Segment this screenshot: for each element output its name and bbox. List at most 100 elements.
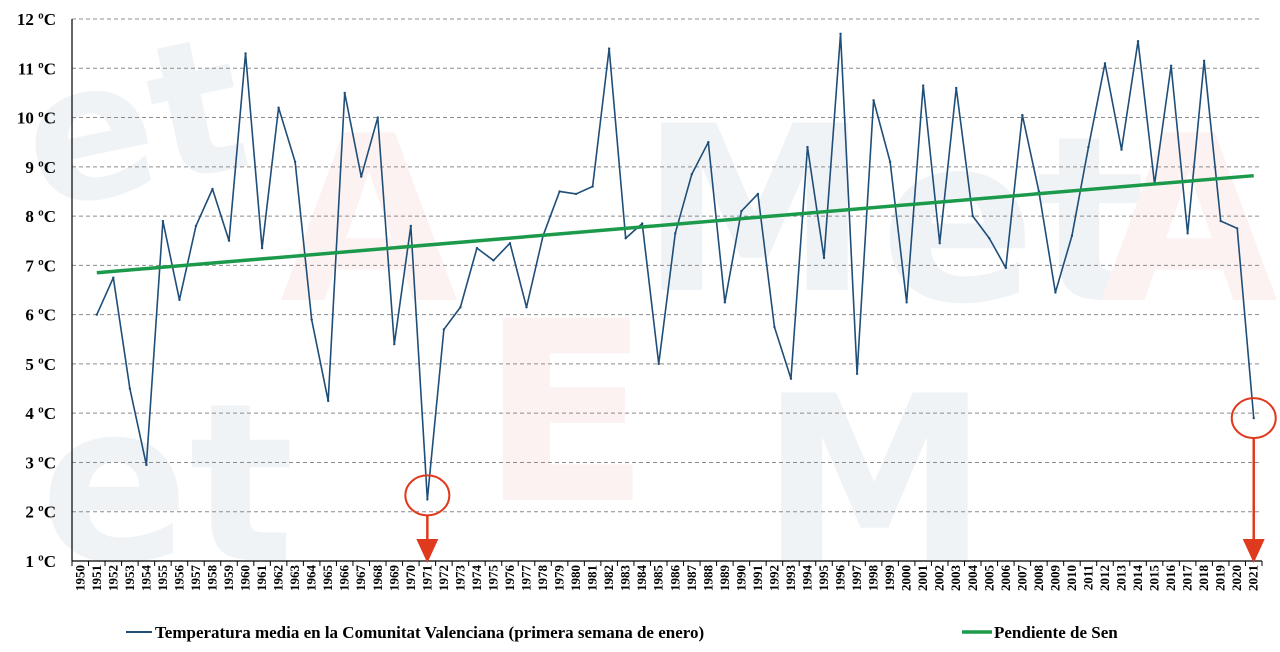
x-tick-label: 1952	[105, 565, 120, 591]
x-tick-label: 1957	[188, 565, 203, 592]
data-point	[988, 237, 991, 240]
data-point	[872, 99, 875, 102]
series	[95, 32, 1255, 501]
x-tick-label: 1968	[370, 565, 385, 592]
x-tick-label: 1964	[304, 565, 319, 592]
data-point	[955, 86, 958, 90]
data-point	[1103, 62, 1107, 65]
svg-text:A: A	[280, 88, 458, 355]
x-tick-label: 1998	[866, 565, 881, 592]
x-tick-label: 1974	[469, 565, 484, 592]
x-tick-label: 1986	[667, 565, 682, 592]
x-tick-label: 2007	[1014, 565, 1029, 592]
data-point	[855, 372, 859, 375]
x-tick-label: 1996	[833, 565, 848, 592]
data-point	[95, 313, 98, 316]
x-tick-label: 2008	[1031, 565, 1046, 592]
data-point	[1021, 113, 1024, 117]
data-point	[806, 145, 809, 149]
data-point	[277, 106, 280, 109]
x-tick-label: 1955	[155, 565, 170, 592]
y-tick-label: 2 ºC	[25, 503, 56, 522]
data-point	[409, 224, 413, 228]
data-point	[591, 185, 594, 188]
data-point	[1136, 39, 1140, 43]
data-point	[905, 301, 908, 304]
x-tick-label: 1951	[89, 565, 104, 591]
x-tick-label: 1988	[700, 565, 715, 592]
data-point	[971, 214, 974, 218]
data-point	[1169, 64, 1173, 68]
data-point	[1087, 145, 1090, 149]
data-point	[376, 116, 379, 119]
y-tick-label: 8 ºC	[25, 207, 56, 226]
y-tick-label: 7 ºC	[25, 256, 56, 275]
y-tick-label: 1 ºC	[25, 552, 56, 571]
x-axis-ticks: 1950 1951 1952 1953 1954 1955 1956 1957 1958 1959…	[71, 561, 1263, 592]
data-point	[360, 175, 363, 178]
y-tick-label: 5 ºC	[25, 355, 56, 374]
data-point	[1070, 234, 1074, 237]
x-tick-label: 2009	[1047, 565, 1062, 592]
highlight-circle	[404, 474, 451, 517]
x-tick-label: 1960	[238, 565, 253, 591]
data-point	[1236, 227, 1239, 230]
x-tick-label: 2004	[965, 565, 980, 592]
data-point	[393, 343, 396, 346]
x-tick-label: 1971	[419, 565, 434, 591]
x-tick-label: 2011	[1080, 565, 1095, 590]
x-tick-label: 1956	[171, 565, 186, 592]
legend-label-temperature: Temperatura media en la Comunitat Valenc…	[155, 623, 704, 642]
data-point	[574, 192, 578, 196]
x-tick-label: 1950	[72, 565, 87, 591]
x-tick-label: 1954	[138, 565, 153, 592]
x-tick-label: 1983	[618, 565, 633, 592]
data-point	[773, 325, 776, 329]
data-point	[888, 160, 892, 164]
data-point	[740, 209, 743, 213]
data-point	[161, 219, 165, 223]
svg-text:et: et	[40, 356, 294, 612]
data-point	[112, 276, 115, 279]
x-tick-label: 1978	[535, 565, 550, 592]
x-tick-label: 2015	[1147, 565, 1162, 592]
data-point	[310, 318, 313, 321]
data-point	[343, 91, 346, 95]
data-point	[558, 190, 561, 193]
data-point	[822, 256, 826, 260]
x-tick-label: 1993	[783, 565, 798, 592]
x-tick-label: 1999	[882, 565, 897, 592]
x-tick-label: 1985	[651, 565, 666, 592]
x-tick-label: 1969	[386, 565, 401, 592]
data-point	[1202, 59, 1206, 63]
x-tick-label: 1980	[568, 565, 583, 591]
x-tick-label: 1975	[485, 565, 500, 592]
data-point	[921, 84, 925, 87]
y-tick-label: 4 ºC	[25, 404, 56, 423]
x-tick-label: 2002	[932, 565, 947, 591]
x-tick-label: 1976	[502, 565, 517, 592]
svg-text:et: et	[3, 0, 264, 254]
x-tick-label: 2012	[1097, 565, 1112, 591]
data-point	[1120, 148, 1123, 151]
data-point	[1054, 291, 1057, 294]
data-point	[1219, 219, 1222, 223]
x-tick-label: 2021	[1246, 565, 1261, 591]
data-point	[789, 377, 793, 380]
x-tick-label: 2000	[899, 565, 914, 591]
data-point	[227, 239, 231, 242]
highlights	[404, 397, 1277, 563]
y-axis-ticks: 1 ºC 2 ºC 3 ºC 4 ºC 5 ºC 6 ºC 7 ºC 8 ºC 9 ºC 10 º…	[17, 10, 56, 571]
x-tick-label: 1992	[766, 565, 781, 591]
data-point	[426, 498, 429, 501]
x-tick-label: 1991	[750, 565, 765, 591]
data-point	[657, 362, 660, 366]
data-point	[178, 298, 181, 302]
x-tick-label: 1982	[601, 565, 616, 591]
data-point	[326, 399, 330, 403]
highlight-arrow-head	[416, 539, 439, 563]
y-tick-label: 3 ºC	[25, 453, 56, 472]
x-tick-label: 1997	[849, 565, 864, 592]
y-tick-label: 11 ºC	[18, 59, 56, 78]
data-point	[194, 224, 198, 228]
